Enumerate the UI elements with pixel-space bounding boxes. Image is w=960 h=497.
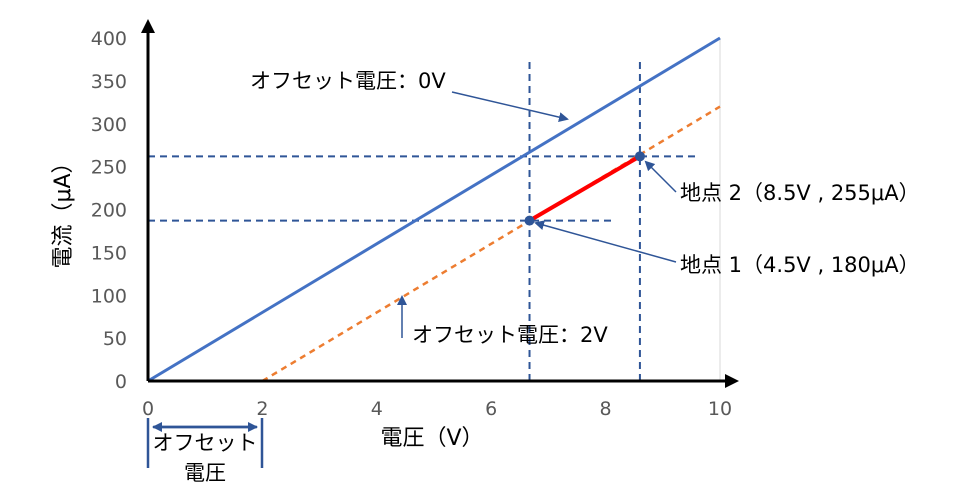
point-marker-1 bbox=[524, 215, 535, 226]
annotation-offset-0v-arrow bbox=[451, 91, 569, 123]
point-marker-2 bbox=[634, 151, 645, 162]
offset-bracket bbox=[146, 418, 264, 468]
annotation-point-2: 地点 2（8.5V , 255μA） bbox=[680, 181, 920, 205]
y-tick-label: 350 bbox=[91, 71, 127, 93]
y-tick-label: 50 bbox=[103, 328, 127, 350]
offset-bracket-label-line2: 電圧 bbox=[184, 461, 226, 485]
y-tick-label: 150 bbox=[91, 242, 127, 264]
x-tick-label: 10 bbox=[708, 398, 732, 420]
x-tick-label: 8 bbox=[600, 398, 612, 420]
series-line-1 bbox=[147, 36, 721, 383]
x-tick-label: 0 bbox=[142, 398, 154, 420]
y-tick-label: 100 bbox=[91, 285, 127, 307]
y-tick-label: 400 bbox=[91, 28, 127, 50]
x-tick-label: 6 bbox=[485, 398, 497, 420]
x-tick-label: 2 bbox=[256, 398, 268, 420]
x-tick-label: 4 bbox=[371, 398, 383, 420]
y-tick-label: 300 bbox=[91, 114, 127, 136]
y-tick-label: 0 bbox=[115, 371, 127, 393]
series-line-2 bbox=[261, 105, 721, 383]
offset-bracket-label-line1: オフセット bbox=[153, 431, 258, 455]
annotation-point-1: 地点 1（4.5V , 180μA） bbox=[680, 253, 920, 277]
annotation-point-2-arrow bbox=[644, 160, 677, 193]
y-tick-label: 250 bbox=[91, 157, 127, 179]
x-axis-title: 電圧（V） bbox=[380, 426, 483, 451]
annotation-point-1-arrow bbox=[534, 220, 677, 263]
annotation-offset-0v: オフセット電圧：0V bbox=[250, 69, 446, 93]
y-axis-title: 電流（μA） bbox=[51, 151, 76, 268]
annotation-offset-2v: オフセット電圧：2V bbox=[412, 323, 608, 347]
y-tick-label: 200 bbox=[91, 200, 127, 222]
series-line-3 bbox=[528, 154, 641, 223]
